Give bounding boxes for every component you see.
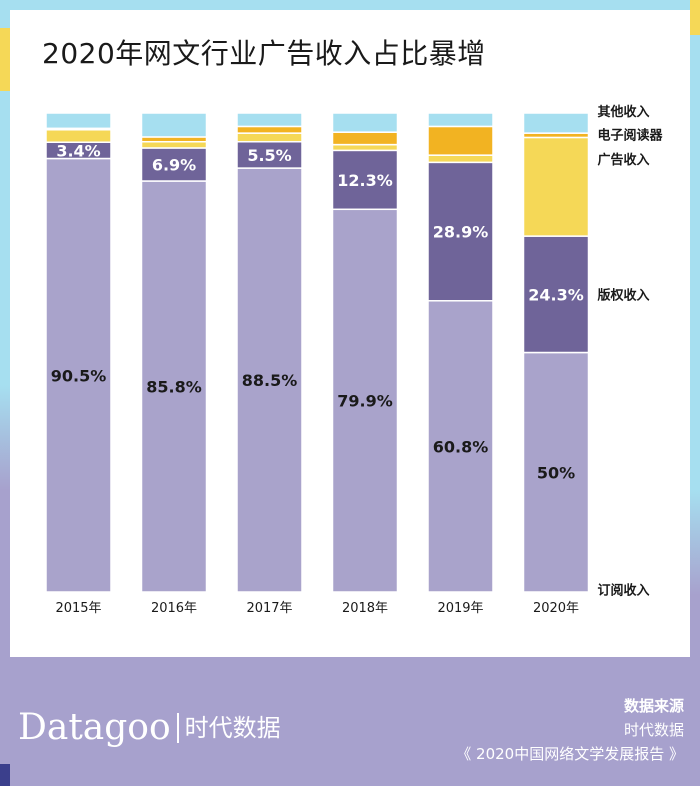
bar-segment-5-1 (522, 235, 590, 354)
data-label-3-1: 12.3% (337, 171, 393, 190)
chart-card: 2020年网文行业广告收入占比暴增 90.5% 3.4% 2015年 85.8% 6.9… (10, 10, 690, 657)
data-label-0-1: 3.4% (56, 141, 100, 160)
bar-segment-2-4 (236, 112, 303, 128)
source-org: 时代数据 (623, 721, 684, 739)
source-title: 数据来源 (623, 697, 684, 715)
bar-segment-0-4 (45, 112, 112, 130)
data-label-4-0: 60.8% (433, 437, 489, 456)
right-border (690, 0, 700, 700)
x-tick-label: 2018年 (342, 601, 388, 616)
bar-segment-2-3 (236, 125, 303, 134)
bar-segment-3-3 (331, 131, 399, 146)
data-label-4-1: 28.9% (433, 223, 489, 242)
bar-segment-3-2 (331, 143, 399, 152)
bar-segment-0-2 (45, 129, 112, 143)
bar-segment-1-0 (140, 180, 208, 593)
bar-segment-3-4 (331, 112, 399, 133)
x-tick-label: 2017年 (246, 601, 292, 616)
chart-title: 2020年网文行业广告收入占比暴增 (42, 37, 486, 70)
data-label-5-1: 24.3% (528, 285, 584, 304)
brand-logo: Datagoo 时代数据 (18, 707, 281, 748)
brand-divider (176, 713, 179, 743)
bar-segment-4-1 (427, 161, 494, 302)
data-label-1-0: 85.8% (146, 378, 202, 397)
bar-segment-0-0 (45, 157, 112, 593)
bar-segment-1-2 (140, 140, 208, 149)
bar-segment-2-2 (236, 132, 303, 143)
bar-segment-5-2 (522, 136, 590, 237)
footer: Datagoo 时代数据 数据来源 时代数据 《 2020中国网络文学发展报告 》 (0, 657, 700, 786)
footer-corner-accent (0, 764, 10, 786)
x-tick-label: 2015年 (55, 601, 101, 616)
data-label-5-0: 50% (537, 463, 575, 482)
top-border (0, 0, 700, 10)
brand-name-cn: 时代数据 (184, 714, 281, 742)
bar-segment-3-0 (331, 208, 399, 593)
bar-segment-4-3 (427, 125, 494, 156)
bar-segment-1-4 (140, 112, 208, 138)
legend-label-2: 广告收入 (598, 152, 650, 168)
legend-label-3: 电子阅读器 (598, 127, 664, 143)
bar-segment-3-1 (331, 149, 399, 211)
data-label-1-1: 6.9% (152, 155, 196, 174)
bar-segment-5-0 (522, 351, 590, 593)
data-label-0-0: 90.5% (51, 366, 107, 385)
stacked-bar-chart: 90.5% 3.4% 2015年 85.8% 6.9% 2016年 88.5% 5.5% 201… (45, 104, 664, 616)
x-tick-label: 2016年 (151, 601, 197, 616)
legend-label-1: 版权收入 (598, 287, 650, 303)
legend-label-4: 其他收入 (598, 104, 650, 120)
legend-label-0: 订阅收入 (598, 582, 650, 598)
x-tick-label: 2020年 (533, 601, 579, 616)
data-label-2-1: 5.5% (247, 146, 291, 165)
bar-segment-4-0 (427, 300, 494, 593)
data-label-3-0: 79.9% (337, 392, 393, 411)
bar-segment-5-4 (522, 112, 590, 134)
bar-segment-4-4 (427, 112, 494, 128)
source-report: 《 2020中国网络文学发展报告 》 (456, 745, 684, 763)
x-tick-label: 2019年 (437, 601, 483, 616)
bar-segment-4-2 (427, 154, 494, 164)
left-border (0, 0, 10, 700)
data-label-2-0: 88.5% (242, 371, 298, 390)
brand-name: Datagoo (18, 707, 171, 748)
